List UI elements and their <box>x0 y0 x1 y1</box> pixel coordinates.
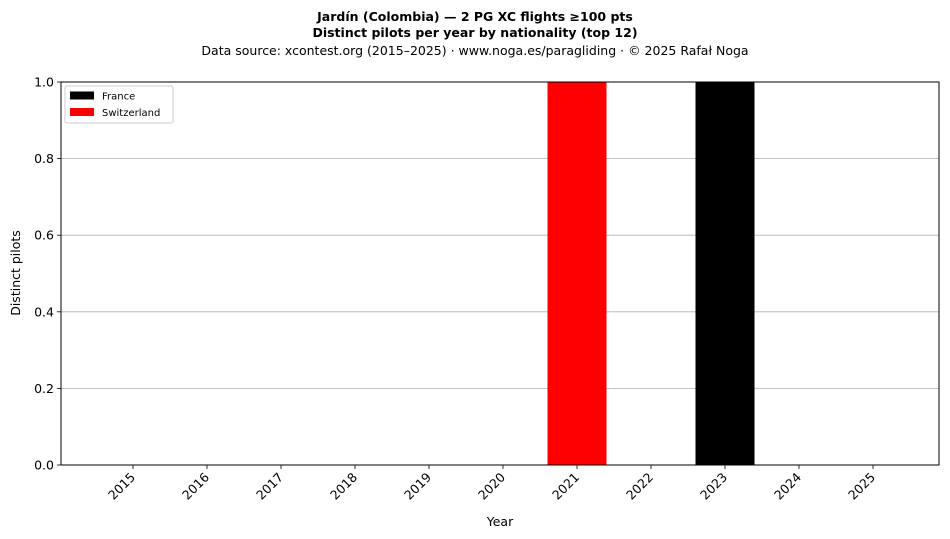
x-tick-label: 2022 <box>623 470 656 503</box>
y-axis: 0.0 0.2 0.4 0.6 0.8 1.0 <box>34 75 61 473</box>
y-axis-label: Distinct pilots <box>8 230 23 316</box>
chart-title-line2: Distinct pilots per year by nationality … <box>312 25 637 40</box>
y-tick-label: 0.4 <box>34 304 54 319</box>
y-tick-label: 0.6 <box>34 228 54 243</box>
bars <box>547 82 755 465</box>
x-tick-label: 2016 <box>179 469 212 502</box>
x-tick-label: 2025 <box>845 470 878 503</box>
plot-frame <box>60 81 940 466</box>
legend-label-france: France <box>102 92 135 103</box>
x-tick-label: 2020 <box>475 469 508 502</box>
x-tick-label: 2015 <box>105 470 138 503</box>
y-tick-label: 0.0 <box>34 458 54 473</box>
chart-subtitle: Data source: xcontest.org (2015–2025) · … <box>201 43 748 58</box>
x-axis-label: Year <box>486 514 514 529</box>
bar-switzerland-2021 <box>547 82 607 465</box>
x-tick-label: 2024 <box>771 469 804 502</box>
x-tick-label: 2018 <box>327 469 360 502</box>
legend-swatch-switzerland <box>70 108 94 116</box>
chart-title-line1: Jardín (Colombia) — 2 PG XC flights ≥100… <box>316 9 633 24</box>
y-tick-label: 1.0 <box>34 75 54 90</box>
x-tick-label: 2023 <box>697 470 730 503</box>
x-tick-label: 2019 <box>401 469 434 502</box>
x-tick-label: 2017 <box>253 470 286 503</box>
y-tick-label: 0.2 <box>34 381 54 396</box>
bar-france-2023 <box>695 82 755 465</box>
y-tick-label: 0.8 <box>34 151 54 166</box>
grid-lines <box>61 158 939 389</box>
legend: France Switzerland <box>64 85 174 124</box>
legend-label-switzerland: Switzerland <box>102 108 160 119</box>
x-axis: 2015 2016 2017 2018 2019 2020 2021 2022 2023 2024… <box>105 465 878 503</box>
x-tick-label: 2021 <box>549 470 582 503</box>
legend-swatch-france <box>70 91 94 100</box>
